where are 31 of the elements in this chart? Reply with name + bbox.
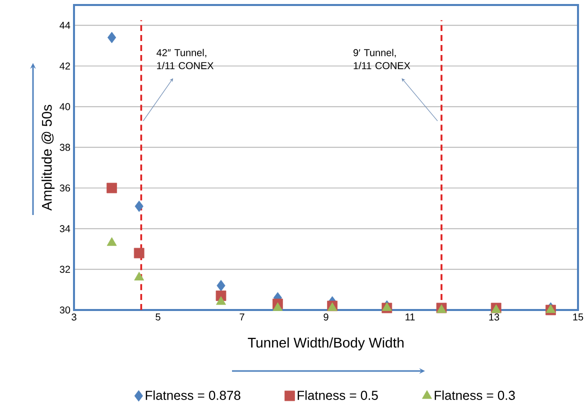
x-tick-label: 7	[240, 314, 244, 320]
y-tick-label: 44	[60, 22, 70, 29]
y-tick-label: 40	[60, 103, 70, 110]
point	[216, 296, 226, 305]
x-tick-label: 13	[489, 314, 500, 321]
y-tick-label: 30	[60, 306, 70, 314]
y-tick-label: 36	[60, 184, 70, 192]
point	[106, 182, 117, 194]
ref-line-label: 42″ Tunnel, 1/11 CONEX	[156, 48, 214, 70]
point	[216, 280, 226, 292]
y-tick-label: 34	[60, 225, 70, 232]
legend-label: Flatness = 0.5	[298, 390, 378, 400]
point	[106, 237, 117, 246]
x-axis-title: Tunnel Width/Body Width	[248, 337, 404, 350]
legend-label: Flatness = 0.878	[146, 390, 240, 400]
point	[134, 272, 144, 280]
y-axis-title: Amplitude @ 50s	[42, 104, 55, 211]
point	[134, 248, 144, 258]
point	[272, 302, 283, 311]
x-tick-label: 3	[72, 314, 76, 321]
point	[107, 32, 116, 44]
x-tick-label: 15	[573, 314, 584, 320]
x-tick-label: 11	[406, 314, 415, 320]
x-tick-label: 9	[324, 314, 328, 321]
y-tick-label: 42	[60, 62, 70, 70]
ref-line-label: 9′ Tunnel, 1/11 CONEX	[354, 48, 410, 70]
point	[134, 200, 144, 212]
legend-label: Flatness = 0.3	[434, 390, 515, 400]
y-tick-label: 32	[60, 266, 70, 273]
y-tick-label: 38	[60, 144, 70, 151]
x-tick-label: 5	[156, 314, 160, 320]
